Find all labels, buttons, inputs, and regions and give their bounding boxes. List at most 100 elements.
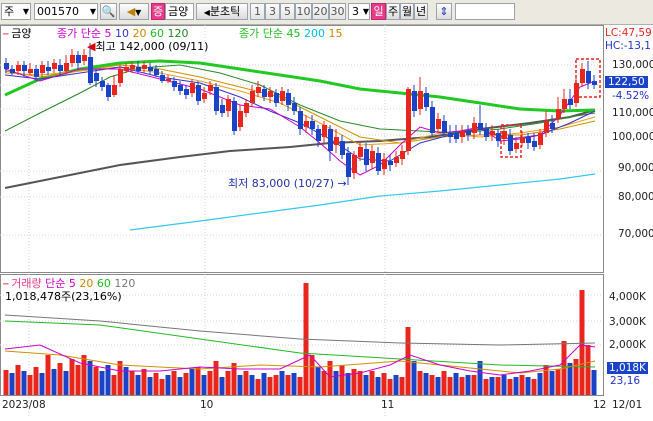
change-pct-label: -4.52% [612,90,650,102]
price-tick-70000: 70,000 [618,228,653,240]
candle-body [322,125,327,137]
sma-long-legend: 종가 단순 45 200 15 [239,28,342,40]
extra-input[interactable] [455,3,515,20]
candle-body [40,65,45,73]
candle-body [94,73,99,81]
stock-code-input[interactable]: 001570 ▼ [34,3,98,20]
candle-body [220,105,225,113]
period-3[interactable]: 3 [265,3,280,20]
stock-code-value: 001570 [37,5,79,18]
candle-body [28,69,33,73]
candle-body [364,149,369,165]
candle-body [412,91,417,111]
volume-bar [525,377,531,395]
period-20[interactable]: 20 [312,3,329,20]
price-tick-100000: 100,000 [612,131,653,143]
period-30[interactable]: 30 [329,3,346,20]
candle-body [124,67,129,71]
candle-body [76,55,81,63]
price-tick-90000: 90,000 [618,162,653,174]
period-10[interactable]: 10 [295,3,312,20]
candle-body [382,159,387,169]
chart-toolbar: 주 ▼ 001570 ▼ 🔍 ◀▼ 증 금양 ◀분초틱 1 3 5 10 20 … [0,0,653,25]
right-arrow-icon: → [334,177,347,190]
volume-bar [315,367,321,395]
vol-ma-20-label: 20 [79,277,94,290]
scroll-updown-button[interactable]: ⇕ [436,3,452,20]
volume-bar [471,375,477,395]
year-button[interactable]: 년 [414,3,428,20]
volume-bar [129,371,135,395]
week-button[interactable]: 주 [386,3,400,20]
period-1[interactable]: 1 [250,3,265,20]
candle-body [142,65,147,69]
volume-bar [9,373,15,395]
market-select[interactable]: 주 ▼ [1,3,31,20]
candle-body [334,137,339,145]
price-stock-label: ─ 금양 [3,28,32,41]
candle-body [118,69,123,83]
price-tick-130000: 130,000 [612,59,653,71]
sma-legend: 종가 단순 5 10 20 60 120 [57,28,188,40]
volume-bar [81,355,87,395]
price-stock-name: 금양 [11,27,32,40]
volume-bar [237,375,243,395]
day-button[interactable]: 일 [371,3,386,20]
candle-body [4,63,9,69]
volume-bar [465,375,471,395]
search-button[interactable]: 🔍 [100,3,117,20]
candle-body [526,137,531,143]
lc-label: LC:47,59 [605,27,652,39]
volume-bar [447,377,453,395]
period-5[interactable]: 5 [280,3,295,20]
volume-bar [375,377,381,395]
sound-button[interactable]: ◀▼ [119,3,149,20]
period-select[interactable]: 3 ▼ [348,3,370,20]
x-label-oct: 10 [200,399,214,411]
volume-bar [435,377,441,395]
minute-tick-button[interactable]: ◀분초틱 [196,3,248,20]
candle-body [292,103,297,111]
x-label-dec: 12 [593,399,607,411]
volume-bar [369,371,375,395]
candle-body [88,57,93,83]
candle-body [406,89,411,151]
volume-bar [207,371,213,395]
sma-10-label: 10 [114,27,129,40]
chevron-down-icon: ▼ [135,8,142,17]
volume-bar [351,369,357,395]
chart-area[interactable]: ─ 금양 종가 단순 5 10 20 60 120 종가 단순 45 200 1… [0,25,653,418]
volume-bar [231,363,237,395]
candle-body [466,131,471,135]
highlight-box [575,58,601,98]
sma-long-label: 종가 단순 45 [239,27,301,40]
candle-body [454,133,459,139]
vol-ma-20-line [4,350,596,374]
volume-bar [429,375,435,395]
high-note-text: 최고 142,000 (09/11) [95,40,209,53]
month-button[interactable]: 월 [400,3,414,20]
chevron-down-icon: ▼ [22,7,29,16]
volume-bar [381,373,387,395]
volume-bar [45,355,51,395]
updown-arrow-icon: ⇕ [439,5,449,18]
candle-body [196,85,201,101]
speaker-icon: ◀ [126,5,136,18]
sma-120-label: 120 [167,27,189,40]
price-candles [4,43,597,185]
candle-body [508,135,513,151]
candle-body [550,123,555,129]
volume-ma-label: 단순 [45,277,66,290]
sma-200-label: 200 [303,27,325,40]
candle-body [436,119,441,129]
volume-bar [549,371,555,395]
volume-bar [279,371,285,395]
volume-bar [153,373,159,395]
candle-body [460,131,465,137]
volume-bar [333,371,339,395]
vol-ma-120-line [4,314,596,346]
candle-body [190,83,195,93]
volume-bar [321,371,327,395]
candle-body [214,87,219,111]
candle-body [388,161,393,165]
